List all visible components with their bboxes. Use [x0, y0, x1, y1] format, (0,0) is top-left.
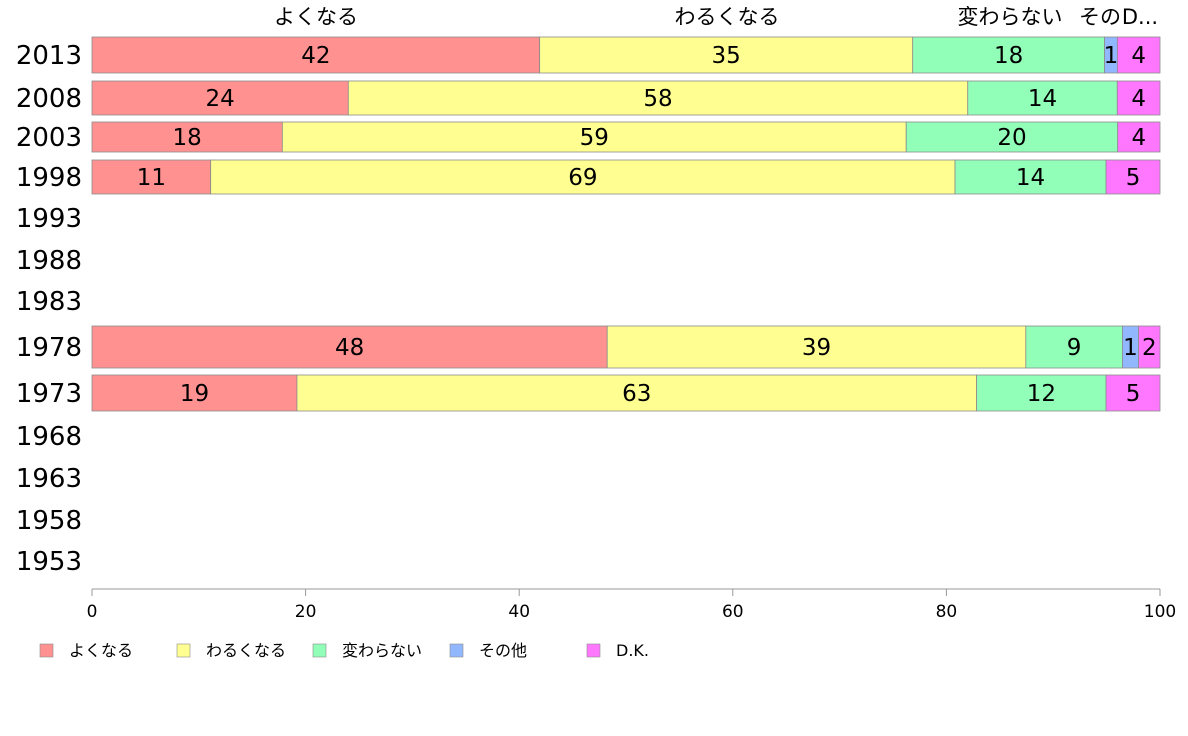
legend-label: その他 [479, 641, 527, 660]
segment-value-label: 48 [335, 335, 364, 361]
bar-segment [210, 159, 956, 195]
series-top-label: 変わらない [958, 5, 1063, 29]
segment-value-label: 1 [1104, 43, 1119, 69]
segment-value-label: 2 [1142, 335, 1157, 361]
bar-segment [347, 80, 969, 116]
segment-value-label: 4 [1131, 43, 1146, 69]
legend-label: 変わらない [342, 641, 422, 660]
bar-segment [91, 121, 283, 153]
segment-value-label: 14 [1016, 165, 1045, 191]
segment-value-label: 39 [802, 335, 831, 361]
segment-value-label: 1 [1123, 335, 1138, 361]
segment-value-label: 20 [997, 125, 1026, 151]
segment-value-label: 59 [580, 125, 609, 151]
bar-segment [1105, 374, 1161, 412]
series-top-label: その [1079, 5, 1121, 29]
x-tick-label: 60 [722, 602, 744, 622]
series-top-label: D... [1122, 5, 1158, 29]
bar-segment [281, 121, 907, 153]
bar-segment [1138, 325, 1161, 369]
x-tick-label: 80 [936, 602, 958, 622]
bar-segment [967, 80, 1118, 116]
category-label: 1988 [16, 246, 82, 276]
segment-value-label: 24 [206, 86, 235, 112]
x-tick-label: 100 [1144, 602, 1176, 622]
category-label: 1983 [16, 287, 82, 317]
legend-label: わるくなる [206, 641, 286, 660]
legend-swatch [176, 643, 191, 658]
category-label: 2013 [16, 41, 82, 71]
legend-swatch [449, 643, 464, 658]
segment-value-label: 63 [622, 381, 651, 407]
legend-label: D.K. [616, 641, 649, 660]
category-label: 1973 [16, 379, 82, 409]
x-tick-label: 20 [295, 602, 317, 622]
legend-swatch [39, 643, 54, 658]
bar-segment [91, 80, 349, 116]
x-tick-label: 40 [508, 602, 530, 622]
bar-segment [1117, 121, 1161, 153]
segment-value-label: 11 [137, 165, 166, 191]
segment-value-label: 12 [1027, 381, 1056, 407]
legend-swatch [586, 643, 601, 658]
segment-value-label: 14 [1028, 86, 1057, 112]
bar-segment [912, 36, 1105, 74]
bar-segment [539, 36, 914, 74]
category-label: 1998 [16, 163, 82, 193]
category-label: 2003 [16, 123, 82, 153]
segment-value-label: 58 [643, 86, 672, 112]
bar-segment [91, 325, 608, 369]
category-label: 1953 [16, 547, 82, 577]
category-label: 1963 [16, 464, 82, 494]
series-top-label: よくなる [274, 5, 358, 29]
bar-segment [91, 159, 212, 195]
bar-segment [606, 325, 1027, 369]
bar-segment [1105, 159, 1161, 195]
category-label: 1978 [16, 333, 82, 363]
segment-value-label: 18 [994, 43, 1023, 69]
bar-segment [1116, 80, 1161, 116]
series-top-label: わるくなる [675, 5, 780, 29]
bar-segment [954, 159, 1107, 195]
segment-value-label: 4 [1131, 86, 1146, 112]
segment-value-label: 4 [1132, 125, 1147, 151]
segment-value-label: 19 [180, 381, 209, 407]
x-tick-label: 0 [87, 602, 98, 622]
bar-segment [905, 121, 1119, 153]
segment-value-label: 42 [301, 43, 330, 69]
category-label: 2008 [16, 84, 82, 114]
segment-value-label: 9 [1067, 335, 1082, 361]
category-label: 1968 [16, 422, 82, 452]
bar-segment [296, 374, 978, 412]
bar-segment [976, 374, 1107, 412]
category-label: 1958 [16, 506, 82, 536]
category-label: 1993 [16, 204, 82, 234]
segment-value-label: 5 [1126, 165, 1141, 191]
legend-label: よくなる [69, 641, 133, 660]
segment-value-label: 35 [712, 43, 741, 69]
segment-value-label: 18 [173, 125, 202, 151]
segment-value-label: 5 [1126, 381, 1141, 407]
legend-swatch [312, 643, 327, 658]
bar-segment [1116, 36, 1161, 74]
bar-segment [91, 36, 541, 74]
bar-segment [1025, 325, 1123, 369]
segment-value-label: 69 [568, 165, 597, 191]
